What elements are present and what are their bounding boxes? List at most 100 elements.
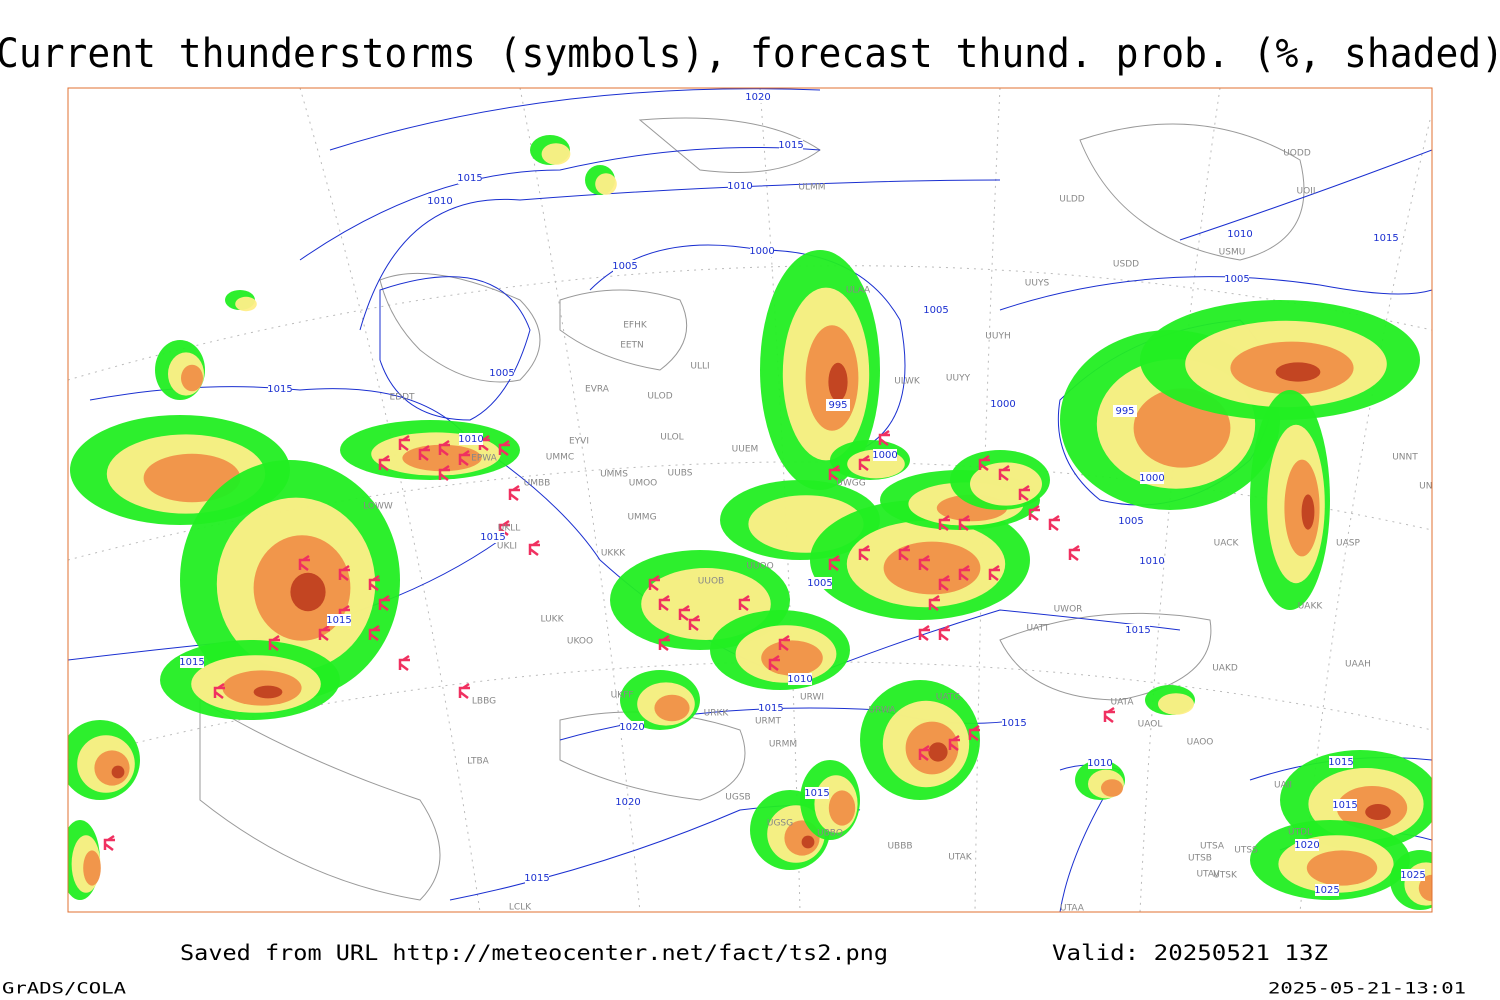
isobar-label-bg	[481, 531, 505, 543]
station-label: UNBB	[1419, 482, 1445, 492]
isobar-label-bg	[458, 172, 482, 184]
station-label: URWA	[868, 706, 896, 716]
isobar-label: 1015	[758, 703, 783, 714]
storm-symbol	[918, 624, 930, 641]
storm-symbol	[438, 439, 450, 456]
isobar-label: 1025	[1400, 870, 1425, 881]
storm-symbol	[458, 449, 470, 466]
isobar-label: 1005	[489, 368, 514, 379]
isobar-label-bg	[525, 872, 549, 884]
station-labels: ULMM ULDD UODD UOII USMU USDD UUYS ULAA UUYH ULWK…	[363, 149, 1445, 914]
station-label: LBBG	[472, 697, 496, 707]
storm-symbol	[1068, 544, 1080, 561]
isobar-label: 1015	[804, 788, 829, 799]
isobar-label: 1020	[745, 92, 770, 103]
shading-blob	[1306, 850, 1378, 886]
isobar-label: 1010	[727, 181, 752, 192]
isobar-label-bg	[826, 399, 850, 411]
isobar-labels: 1020 1015 1015 1010 1010 1005 1000 1005 1005 1010…	[179, 91, 1426, 896]
isobar-label: 1020	[1294, 840, 1319, 851]
station-label: UTSA	[1200, 842, 1225, 852]
station-label: UKOO	[567, 637, 593, 647]
storm-symbol	[778, 634, 790, 651]
isobar-label: 1000	[872, 450, 897, 461]
shading-blob	[290, 572, 326, 612]
shading-blob	[111, 765, 125, 779]
coastlines	[199, 117, 1305, 901]
source-url: Saved from URL http://meteocenter.net/fa…	[180, 941, 888, 965]
map-frame	[67, 87, 1433, 913]
isobar-label-bg	[1295, 839, 1319, 851]
station-label: UWGG	[836, 479, 865, 489]
isobar-label-bg	[620, 721, 644, 733]
isobar-label: 1015	[1125, 625, 1150, 636]
isobar-label: 1010	[1139, 556, 1164, 567]
station-label: UATT	[1027, 624, 1050, 634]
station-label: ULOL	[660, 433, 683, 443]
storm-symbol	[898, 544, 910, 561]
station-label: EVRA	[585, 385, 610, 395]
station-label: UNNT	[1392, 453, 1418, 463]
storm-symbol	[298, 554, 310, 571]
station-label: URMT	[755, 717, 782, 727]
isobar-label: 1015	[457, 173, 482, 184]
shading-blob	[595, 173, 617, 195]
isobar-label-bg	[613, 260, 637, 272]
storm-symbol	[858, 544, 870, 561]
station-label: LUKK	[541, 615, 565, 625]
storm-symbol	[958, 514, 970, 531]
isobar-label: 1015	[778, 140, 803, 151]
storm-symbol	[338, 564, 350, 581]
storm-symbol	[678, 604, 690, 621]
station-label: UTDL	[1288, 828, 1312, 838]
station-label: UTSS	[1234, 846, 1258, 856]
isobar-label: 1005	[923, 305, 948, 316]
isobar-label-bg	[1333, 799, 1357, 811]
isobar-label-bg	[1088, 757, 1112, 769]
storm-symbol	[1103, 706, 1115, 723]
isobar-label-bg	[779, 139, 803, 151]
station-label: ULLI	[690, 362, 709, 372]
shading-blob	[761, 640, 823, 676]
map-title: Current thunderstorms (symbols), forecas…	[0, 31, 1500, 77]
isobar-label-bg	[1113, 405, 1137, 417]
isobar-label-bg	[1374, 232, 1398, 244]
station-label: UUBS	[668, 469, 693, 479]
isobar-label: 1015	[524, 873, 549, 884]
shading-blob	[828, 362, 848, 402]
station-label: UASP	[1336, 539, 1360, 549]
isobar-label-bg	[616, 796, 640, 808]
station-label: UUYS	[1025, 279, 1050, 289]
station-label: ULWK	[894, 377, 921, 387]
station-label: UUOB	[698, 577, 724, 587]
isobar-label: 995	[828, 400, 847, 411]
storm-symbol	[368, 574, 380, 591]
station-label: UODD	[1283, 149, 1311, 159]
shading-blob	[1158, 693, 1194, 715]
isobar-label-bg	[728, 180, 752, 192]
isobar-label-bg	[327, 614, 351, 626]
probability-shading	[68, 135, 1432, 910]
isobar-label: 1025	[1314, 885, 1339, 896]
isobar-label-bg	[1228, 228, 1252, 240]
storm-symbol	[658, 634, 670, 651]
station-label: UUYY	[946, 374, 971, 384]
isobar-label: 1005	[612, 261, 637, 272]
station-label: UMMC	[546, 453, 574, 463]
storm-symbol	[458, 682, 470, 699]
station-label: UBBB	[887, 842, 912, 852]
station-label: ULOD	[647, 392, 672, 402]
isobar-label-bg	[428, 195, 452, 207]
station-label: EFHK	[623, 321, 648, 331]
storm-symbol	[938, 514, 950, 531]
station-label: UTAA	[1060, 904, 1085, 914]
valid-time: Valid: 20250521 13Z	[1052, 941, 1328, 965]
isobar-label-bg	[746, 91, 770, 103]
isobar-label: 1010	[427, 196, 452, 207]
isobar-label: 1005	[1224, 274, 1249, 285]
station-label: UBBQ	[817, 829, 843, 839]
isobar-label: 995	[1115, 406, 1134, 417]
station-label: UOII	[1297, 187, 1316, 197]
station-label: USDD	[1113, 260, 1139, 270]
